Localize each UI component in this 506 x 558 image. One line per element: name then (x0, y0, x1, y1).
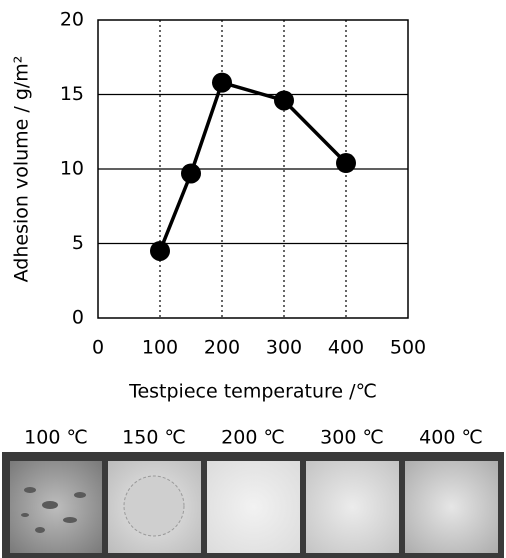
photo (405, 461, 498, 553)
photo-label: 300 ℃ (320, 427, 384, 449)
y-tick-label: 20 (60, 9, 84, 31)
photo-label: 400 ℃ (419, 427, 483, 449)
x-axis-label: Testpiece temperature /℃ (128, 381, 377, 403)
y-tick-label: 10 (60, 158, 84, 180)
x-tick-label: 100 (142, 337, 178, 359)
photo-label: 200 ℃ (221, 427, 285, 449)
data-point (212, 72, 232, 93)
y-tick-label: 15 (60, 83, 84, 105)
x-tick-label: 400 (328, 337, 364, 359)
photo-texture (123, 475, 185, 537)
x-tick-label: 500 (390, 337, 426, 359)
x-tick-label: 300 (266, 337, 302, 359)
y-tick-label: 5 (72, 232, 84, 254)
data-point (274, 90, 294, 111)
data-point (181, 163, 201, 184)
photo (306, 461, 399, 553)
x-tick-label: 200 (204, 337, 240, 359)
y-axis-label: Adhesion volume / g/m² (11, 56, 33, 283)
photo-label: 100 ℃ (24, 427, 88, 449)
y-tick-label: 0 (72, 307, 84, 329)
photo (207, 461, 300, 553)
x-tick-label: 0 (92, 337, 104, 359)
photo-texture (21, 487, 86, 533)
photo-label: 150 ℃ (122, 427, 186, 449)
data-point (150, 240, 170, 261)
data-point (336, 153, 356, 174)
